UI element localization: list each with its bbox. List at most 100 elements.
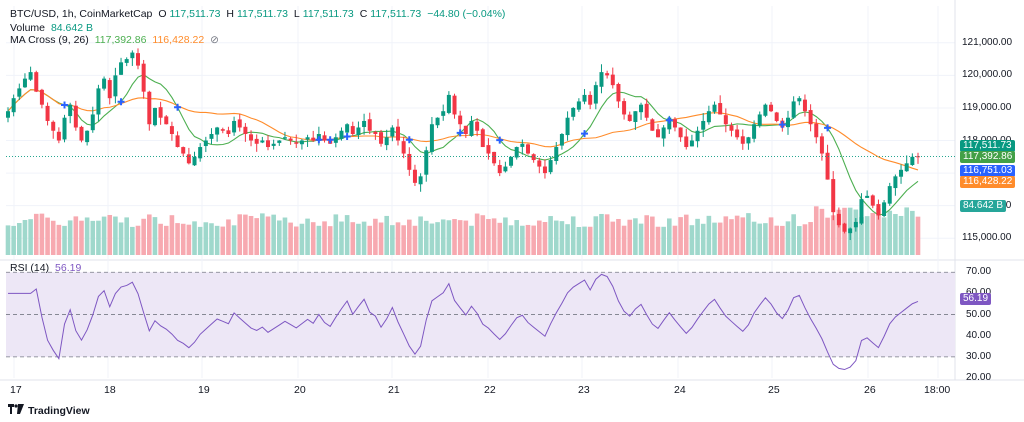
volume-bar [84, 217, 90, 255]
open-value: 117,511.73 [169, 8, 221, 20]
volume-bar [220, 226, 226, 255]
candle [102, 78, 107, 89]
volume-bar [118, 222, 124, 255]
volume-bar [791, 214, 796, 255]
candle [367, 119, 372, 131]
candle [73, 105, 78, 128]
volume-bar [706, 215, 712, 255]
candle [757, 114, 762, 126]
candle [90, 114, 95, 131]
candle [718, 103, 723, 115]
candle [548, 160, 553, 173]
volume-bar [203, 222, 209, 255]
candle [435, 117, 440, 126]
volume-bar [751, 221, 757, 255]
candle [689, 140, 694, 147]
candle [633, 111, 638, 122]
candle [819, 136, 824, 154]
volume-bar [700, 223, 706, 255]
volume-label[interactable]: Volume [10, 22, 46, 34]
candle [509, 156, 514, 166]
candle [288, 138, 293, 141]
volume-bar [616, 218, 621, 255]
volume-bar [757, 223, 763, 255]
candle [424, 150, 429, 175]
volume-bar [768, 217, 774, 255]
candle [559, 134, 564, 146]
candle [746, 137, 751, 144]
volume-bar [395, 222, 401, 255]
volume-bar [401, 225, 406, 255]
candle [220, 129, 225, 131]
candle [311, 137, 316, 141]
rsi-tick-label: 40.00 [966, 329, 992, 341]
volume-bar [113, 216, 118, 255]
candle [616, 84, 621, 102]
volume-bar [469, 225, 474, 255]
candle [113, 75, 118, 97]
candle [458, 115, 463, 125]
candle [390, 127, 395, 137]
volume-bar [503, 217, 508, 255]
candle [802, 99, 807, 112]
rsi-legend: RSI (14) 56.19 [10, 262, 84, 274]
volume-bar [825, 217, 830, 255]
volume-bar [192, 221, 197, 255]
candle [853, 221, 858, 228]
time-tick-label: 18:00 [924, 384, 951, 396]
volume-bar [548, 216, 553, 255]
volume-bar [350, 222, 356, 255]
candle [893, 176, 898, 189]
volume-bar [147, 214, 152, 255]
volume-bar [893, 214, 898, 255]
candle [401, 141, 406, 154]
candle [706, 111, 711, 123]
volume-bar [277, 220, 282, 255]
volume-bar [197, 226, 203, 255]
ma-cross-marker [665, 116, 673, 124]
volume-bar [344, 215, 350, 255]
volume-bar [107, 214, 113, 255]
volume-bar [650, 216, 655, 255]
candle [842, 223, 847, 232]
brand[interactable]: TradingView [8, 404, 90, 417]
candle [701, 120, 706, 130]
ma-slow-line [7, 89, 919, 171]
hidden-eye-icon[interactable]: ⊘ [210, 34, 219, 46]
ma-fast-line [7, 74, 919, 216]
candle [147, 91, 152, 125]
ma-label[interactable]: MA Cross (9, 26) [10, 34, 89, 46]
ma-cross-marker [405, 136, 413, 144]
volume-bar [28, 219, 33, 255]
volume-bar [135, 225, 141, 255]
volume-bar [186, 224, 192, 255]
candle [28, 72, 33, 80]
candle [294, 142, 299, 144]
candle [124, 59, 129, 63]
rsi-label[interactable]: RSI (14) [10, 262, 50, 274]
candle [514, 147, 519, 158]
volume-bar [876, 208, 881, 255]
candle [333, 137, 338, 143]
symbol-label[interactable]: BTC/USD, 1h, CoinMarketCap [10, 8, 153, 20]
candle [740, 136, 745, 144]
volume-bar [542, 221, 548, 255]
volume-tag: 84.642 B [960, 200, 1007, 212]
volume-bar [435, 222, 440, 255]
candle [836, 213, 841, 226]
candle [910, 156, 915, 166]
candle [226, 130, 231, 134]
candle [859, 199, 864, 224]
volume-bar [729, 219, 734, 255]
candle [752, 124, 757, 139]
candle [384, 137, 389, 146]
volume-bar [45, 217, 50, 255]
time-tick-label: 21 [388, 384, 400, 396]
candle [542, 166, 547, 174]
volume-bar [237, 214, 243, 255]
candle [848, 228, 853, 234]
candle [136, 53, 140, 66]
volume-bar [830, 215, 836, 255]
